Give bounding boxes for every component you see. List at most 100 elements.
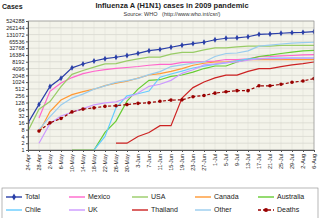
tick-mark — [26, 82, 28, 83]
tick-label: 11-Jun — [157, 154, 163, 170]
tick: 7-Jun — [146, 150, 152, 168]
tick: 256 — [15, 93, 28, 99]
tick-label: 5-Jul — [223, 154, 229, 166]
axis-line — [26, 22, 29, 151]
tick-mark — [26, 130, 28, 131]
legend-item: UK — [69, 206, 98, 213]
legend-item: Deaths — [258, 206, 300, 213]
tick: 2048 — [12, 73, 28, 79]
tick-label: 2 — [21, 140, 24, 146]
tick-label: 8 — [21, 127, 24, 133]
tick-label: 4 — [21, 134, 24, 140]
series-marker — [301, 79, 305, 83]
legend-swatch — [6, 209, 22, 210]
tick-label: 1-Jul — [212, 154, 218, 166]
series-marker — [290, 81, 294, 85]
tick-label: 64 — [18, 107, 24, 113]
series-marker — [202, 94, 206, 98]
tick-label: 6-Aug — [311, 154, 317, 169]
tick-mark — [248, 150, 249, 152]
tick: 1-Jul — [212, 150, 218, 166]
plot-area — [28, 21, 314, 150]
tick-mark — [26, 102, 28, 103]
tick-label: 26-May — [113, 154, 119, 173]
tick-label: 24-Apr — [25, 154, 31, 171]
series-line — [72, 50, 314, 150]
legend-item: USA — [132, 193, 166, 200]
tick-mark — [193, 150, 194, 152]
legend-item: Australia — [258, 193, 304, 200]
tick: 32 — [18, 113, 28, 119]
series-marker — [235, 35, 238, 41]
legend-box — [2, 188, 318, 218]
tick: 2-Aug — [300, 150, 306, 169]
legend-swatch — [195, 196, 211, 197]
tick-mark — [26, 109, 28, 110]
tick-mark — [182, 150, 183, 152]
tick-mark — [171, 150, 172, 152]
grid-line — [138, 21, 139, 150]
tick: 32768 — [9, 45, 28, 51]
series-marker — [224, 90, 228, 94]
tick-mark — [26, 21, 28, 22]
tick-label: 2-May — [47, 154, 53, 170]
legend-label: Canada — [214, 193, 239, 200]
tick: 64 — [18, 107, 28, 113]
tick: 16 — [18, 120, 28, 126]
series-marker — [70, 65, 73, 71]
tick: 15-Jun — [168, 150, 174, 171]
legend-swatch — [258, 196, 274, 197]
series-marker — [290, 30, 293, 36]
series-marker — [125, 103, 129, 107]
tick-label: 524288 — [6, 18, 24, 24]
tick: 28-Apr — [36, 150, 42, 171]
tick: 13-Jul — [245, 150, 251, 169]
legend-label: Total — [25, 193, 40, 200]
tick-label: 131072 — [6, 32, 24, 38]
tick-mark — [26, 150, 28, 151]
series-marker — [213, 91, 217, 95]
grid-line — [72, 21, 73, 150]
y-axis-title: Cases — [2, 3, 23, 10]
legend-marker — [264, 208, 268, 212]
tick-mark — [26, 55, 28, 56]
tick-mark — [26, 123, 28, 124]
tick-mark — [259, 150, 260, 152]
tick: 14-May — [80, 150, 86, 172]
grid — [28, 21, 314, 150]
series-marker — [268, 84, 272, 88]
series-marker — [246, 89, 250, 93]
tick-label: 262144 — [6, 25, 24, 31]
grid-line — [193, 21, 194, 150]
series-marker — [136, 50, 139, 56]
legend-label: Mexico — [88, 193, 110, 200]
tick-mark — [26, 116, 28, 117]
series-marker — [59, 75, 62, 81]
tick-mark — [94, 150, 95, 152]
legend-label: Australia — [277, 193, 304, 200]
tick: 1 — [21, 147, 28, 153]
x-axis: 24-Apr28-Apr2-May6-May10-May14-May18-May… — [25, 150, 317, 172]
tick-label: 16 — [18, 120, 24, 126]
legend-swatch — [69, 196, 85, 197]
series-marker — [224, 35, 227, 41]
tick-mark — [105, 150, 106, 152]
tick: 65536 — [9, 39, 28, 45]
tick: 6-May — [58, 150, 64, 169]
series-marker — [103, 105, 107, 109]
series-marker — [158, 46, 161, 52]
tick-mark — [26, 96, 28, 97]
tick-label: 32768 — [9, 45, 24, 51]
tick-label: 512 — [15, 86, 24, 92]
tick-mark — [26, 69, 28, 70]
chart: Influenza A (H1N1) cases in 2009 pandemi… — [0, 0, 320, 218]
legend-item: Mexico — [69, 193, 110, 200]
series-marker — [114, 104, 118, 108]
legend-label: Deaths — [277, 206, 300, 213]
tick-mark — [149, 150, 150, 152]
series-marker — [147, 48, 150, 54]
series-marker — [158, 100, 162, 104]
legend-item: Thailand — [132, 206, 178, 213]
legend-label: USA — [151, 193, 166, 200]
series-marker — [70, 110, 74, 114]
